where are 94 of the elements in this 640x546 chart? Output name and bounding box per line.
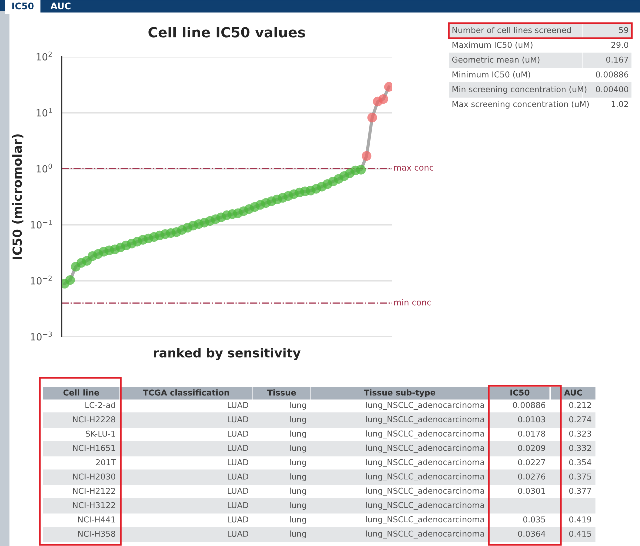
category-label: AUC <box>50 2 71 10</box>
text: lung <box>290 516 306 524</box>
text: 0.00886 <box>513 402 546 408</box>
text: lung_NSCLC_adenocarcinoma <box>366 516 484 524</box>
text: 59 <box>619 27 628 34</box>
text: NCI-H441 <box>78 516 116 523</box>
text: LUAD <box>228 416 249 423</box>
text: 0.377 <box>569 488 592 494</box>
category-label: Tissue <box>268 390 296 396</box>
text: 0.0103 <box>518 416 546 423</box>
ref-line-label: min conc <box>394 299 432 306</box>
text: LUAD <box>228 488 249 494</box>
text: LUAD <box>228 516 249 523</box>
text: LUAD <box>228 502 249 508</box>
category-label: TCGA classification <box>143 390 230 396</box>
text: SK-LU-1 <box>86 430 116 437</box>
text: lung <box>290 416 306 424</box>
y-tick-label: 10$^{−1}$ <box>31 220 52 229</box>
y-tick-label: 10$^{−3}$ <box>31 332 52 341</box>
category-label: Maximum IC50 (uM) <box>452 42 533 50</box>
text: NCI-H358 <box>78 530 116 538</box>
text: 0.00400 <box>596 86 628 93</box>
y-tick-label: 10$^{2}$ <box>36 52 52 61</box>
text: lung <box>290 488 306 496</box>
y-tick-label: 10$^{0}$ <box>36 164 52 173</box>
point <box>378 94 388 104</box>
category-label: Number of cell lines screened <box>452 27 572 34</box>
category-label: Min screening concentration (uM) <box>452 86 587 94</box>
category-label: Max screening concentration (uM) <box>452 101 590 109</box>
text: NCI-H3122 <box>73 502 116 508</box>
text: 0.332 <box>569 445 592 452</box>
category-label: AUC <box>564 390 582 396</box>
category-label: Cell line <box>64 390 100 396</box>
text: lung <box>290 502 306 510</box>
text: lung_NSCLC_adenocarcinoma <box>366 502 484 510</box>
text: 0.0227 <box>518 459 546 466</box>
point <box>368 113 378 123</box>
text: 29.0 <box>612 42 628 48</box>
text: LUAD <box>228 460 249 466</box>
point <box>362 151 372 162</box>
text: LUAD <box>228 445 249 452</box>
text: 0.0209 <box>518 445 546 452</box>
text: NCI-H2030 <box>73 474 116 480</box>
text: lung_NSCLC_adenocarcinoma <box>366 459 484 468</box>
text: lung <box>290 402 306 410</box>
point <box>66 275 76 286</box>
text: LC-2-ad <box>86 402 116 408</box>
text: lung <box>290 430 306 438</box>
point <box>356 165 366 175</box>
text: 0.0364 <box>518 530 546 538</box>
text: 0.0178 <box>518 430 546 437</box>
text: 0.167 <box>606 56 628 63</box>
text: 0.415 <box>569 530 592 538</box>
text: LUAD <box>228 430 249 437</box>
text: lung_NSCLC_adenocarcinoma <box>366 530 484 539</box>
text: lung_NSCLC_adenocarcinoma <box>366 473 484 482</box>
text: lung_NSCLC_adenocarcinoma <box>366 488 484 496</box>
text: 1.02 <box>612 101 628 108</box>
text: lung <box>290 530 306 539</box>
text: NCI-H1651 <box>73 445 116 452</box>
text: lung_NSCLC_adenocarcinoma <box>366 430 484 439</box>
text: lung <box>290 459 306 468</box>
text: 0.035 <box>523 516 546 523</box>
text: lung <box>290 445 306 453</box>
text: NCI-H2122 <box>73 488 116 494</box>
category-label: Tissue sub-type <box>364 390 436 398</box>
text: 0.212 <box>569 402 592 408</box>
text: 0.0276 <box>518 474 546 480</box>
text: lung <box>290 474 306 482</box>
text: 0.00886 <box>596 72 628 78</box>
x-axis-title: ranked by sensitivity <box>154 348 301 360</box>
category-label: IC50 <box>12 2 34 10</box>
category-label: Minimum IC50 (uM) <box>452 72 530 79</box>
text: 0.323 <box>569 430 592 437</box>
text: lung_NSCLC_adenocarcinoma <box>366 444 484 453</box>
y-axis-title: IC50 (micromolar) <box>12 134 24 260</box>
ref-line-label: max conc <box>394 166 434 171</box>
text: 0.0301 <box>518 488 546 494</box>
text: 201T <box>96 459 116 466</box>
text: lung_NSCLC_adenocarcinoma <box>366 416 484 424</box>
text: lung_NSCLC_adenocarcinoma <box>366 402 484 410</box>
y-tick-label: 10$^{−2}$ <box>31 276 52 285</box>
category-label: Geometric mean (uM) <box>452 56 540 64</box>
text: 0.274 <box>569 416 592 423</box>
text: LUAD <box>228 474 249 480</box>
chart-title: Cell line IC50 values <box>148 27 306 38</box>
text: 0.354 <box>569 459 592 466</box>
text: NCI-H2228 <box>73 416 116 423</box>
text: LUAD <box>228 531 249 538</box>
y-tick-label: 10$^{1}$ <box>36 108 52 117</box>
category-label: IC50 <box>510 390 530 396</box>
text: LUAD <box>228 402 249 408</box>
text: 0.419 <box>569 516 592 523</box>
text: 0.375 <box>569 474 592 480</box>
